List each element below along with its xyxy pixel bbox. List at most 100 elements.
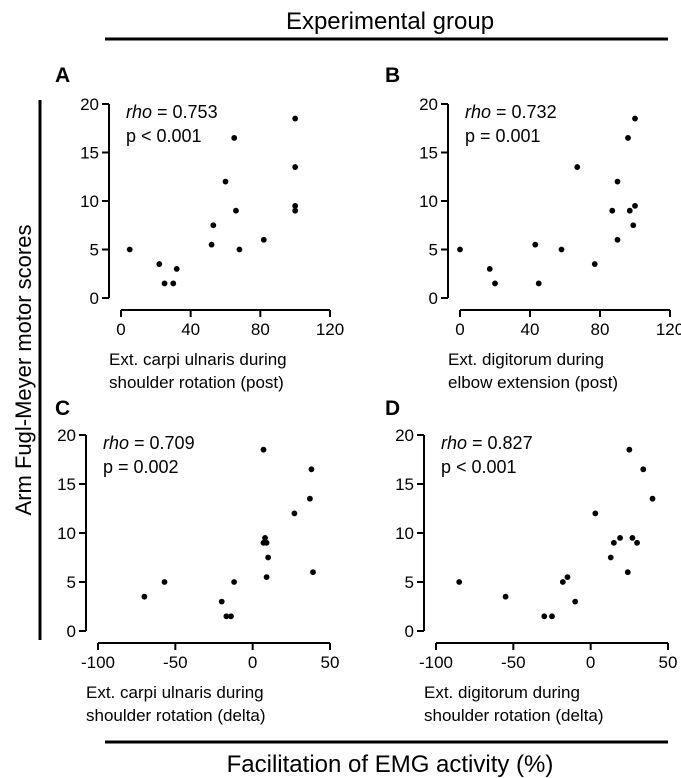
data-point (231, 579, 238, 585)
y-tick-label: 0 (429, 289, 438, 308)
data-point (625, 135, 631, 141)
y-tick-label: 15 (395, 475, 414, 494)
data-point (558, 246, 565, 253)
data-point (263, 539, 270, 546)
data-point (610, 539, 617, 546)
data-point (173, 266, 180, 272)
data-point (228, 613, 234, 620)
bottom-header: Facilitation of EMG activity (%) (227, 751, 554, 778)
stat-p-value: p < 0.001 (441, 457, 517, 477)
y-tick-label: 5 (90, 241, 99, 260)
panel-letter-a: A (55, 64, 70, 87)
data-point (260, 446, 267, 453)
data-point (624, 569, 631, 576)
data-point (161, 280, 168, 287)
panel-letter-d: D (385, 397, 400, 420)
data-point (535, 280, 542, 287)
data-point (532, 241, 539, 248)
data-point (486, 266, 493, 272)
data-point (629, 535, 636, 541)
x-tick-label: 50 (321, 653, 340, 672)
data-point (617, 535, 623, 541)
data-point (265, 554, 272, 561)
x-tick-label: 80 (591, 320, 610, 339)
x-axis-label-line2: shoulder rotation (delta) (86, 706, 266, 725)
stat-rho-symbol: rho (103, 433, 129, 453)
y-tick-label: 15 (57, 475, 76, 494)
data-point (640, 466, 647, 473)
data-point (310, 569, 316, 576)
data-point (262, 535, 268, 541)
data-point (607, 554, 614, 561)
y-tick-label: 10 (57, 524, 76, 543)
panel-letter-b: B (385, 64, 400, 87)
data-point (218, 598, 225, 605)
data-point (231, 135, 238, 141)
data-point (609, 207, 616, 214)
x-tick-label: -100 (419, 653, 453, 672)
x-axis-label-line2: shoulder rotation (delta) (424, 706, 604, 725)
data-point (161, 579, 168, 585)
data-point (614, 236, 621, 243)
data-point (456, 579, 463, 585)
stat-p-value: p = 0.001 (465, 126, 541, 146)
stat-p-value: p = 0.002 (103, 457, 179, 477)
stat-rho-symbol: rho (126, 102, 152, 122)
top-header: Experimental group (286, 8, 494, 35)
data-point (222, 178, 229, 185)
data-point (141, 593, 148, 600)
y-tick-label: 0 (405, 622, 414, 641)
x-tick-label: 40 (181, 320, 200, 339)
y-tick-label: 10 (395, 524, 414, 543)
data-point (170, 280, 177, 287)
y-tick-label: 15 (419, 144, 438, 163)
x-axis-label-line2: shoulder rotation (post) (109, 373, 284, 392)
x-axis-label-line1: Ext. carpi ulnaris during (109, 350, 287, 369)
y-tick-label: 20 (57, 426, 76, 445)
data-point (126, 246, 133, 253)
y-tick-label: 0 (90, 289, 99, 308)
data-point (292, 202, 299, 209)
data-point (292, 207, 299, 214)
data-point (260, 236, 267, 243)
stat-rho-value: = 0.753 (152, 102, 218, 122)
x-tick-label: 0 (116, 320, 125, 339)
y-tick-label: 10 (80, 192, 99, 211)
y-tick-label: 5 (405, 573, 414, 592)
panel-a: A 0 5 10 15 20 0 40 80 120 rho = 0.753 p < 0.001 Ext… (55, 64, 344, 392)
data-point (630, 222, 637, 229)
data-point (208, 241, 215, 248)
stat-rho-value: = 0.709 (129, 433, 195, 453)
x-tick-label: 0 (455, 320, 464, 339)
data-point (572, 598, 579, 605)
y-tick-label: 20 (419, 95, 438, 114)
x-tick-label: -100 (81, 653, 115, 672)
data-point (559, 579, 566, 585)
x-axis-label-line1: Ext. digitorum during (448, 350, 604, 369)
data-point (649, 495, 656, 502)
y-tick-label: 20 (80, 95, 99, 114)
panel-letter-c: C (55, 397, 70, 420)
data-point (626, 207, 633, 214)
stat-rho-symbol: rho (465, 102, 491, 122)
y-tick-label: 15 (80, 144, 99, 163)
stat-rho-symbol: rho (441, 433, 467, 453)
data-point (306, 495, 313, 502)
stat-p-value: p < 0.001 (126, 126, 202, 146)
x-axis-label-line2: elbow extension (post) (448, 373, 618, 392)
data-point (626, 446, 633, 453)
data-point (634, 539, 640, 546)
stat-rho: rho = 0.732 (465, 102, 557, 122)
x-tick-label: 0 (248, 653, 257, 672)
data-point (457, 246, 463, 253)
data-point (308, 466, 315, 473)
x-tick-label: 50 (659, 653, 678, 672)
data-point (502, 593, 509, 600)
y-tick-label: 5 (429, 241, 438, 260)
x-tick-label: 0 (586, 653, 595, 672)
x-tick-label: 40 (521, 320, 540, 339)
data-point (223, 613, 230, 620)
x-tick-label: 80 (251, 320, 270, 339)
panel-d: D 0 5 10 15 20 -100 -50 0 50 rho = 0.827 p < 0.001 E… (385, 397, 677, 725)
y-tick-label: 0 (67, 622, 76, 641)
